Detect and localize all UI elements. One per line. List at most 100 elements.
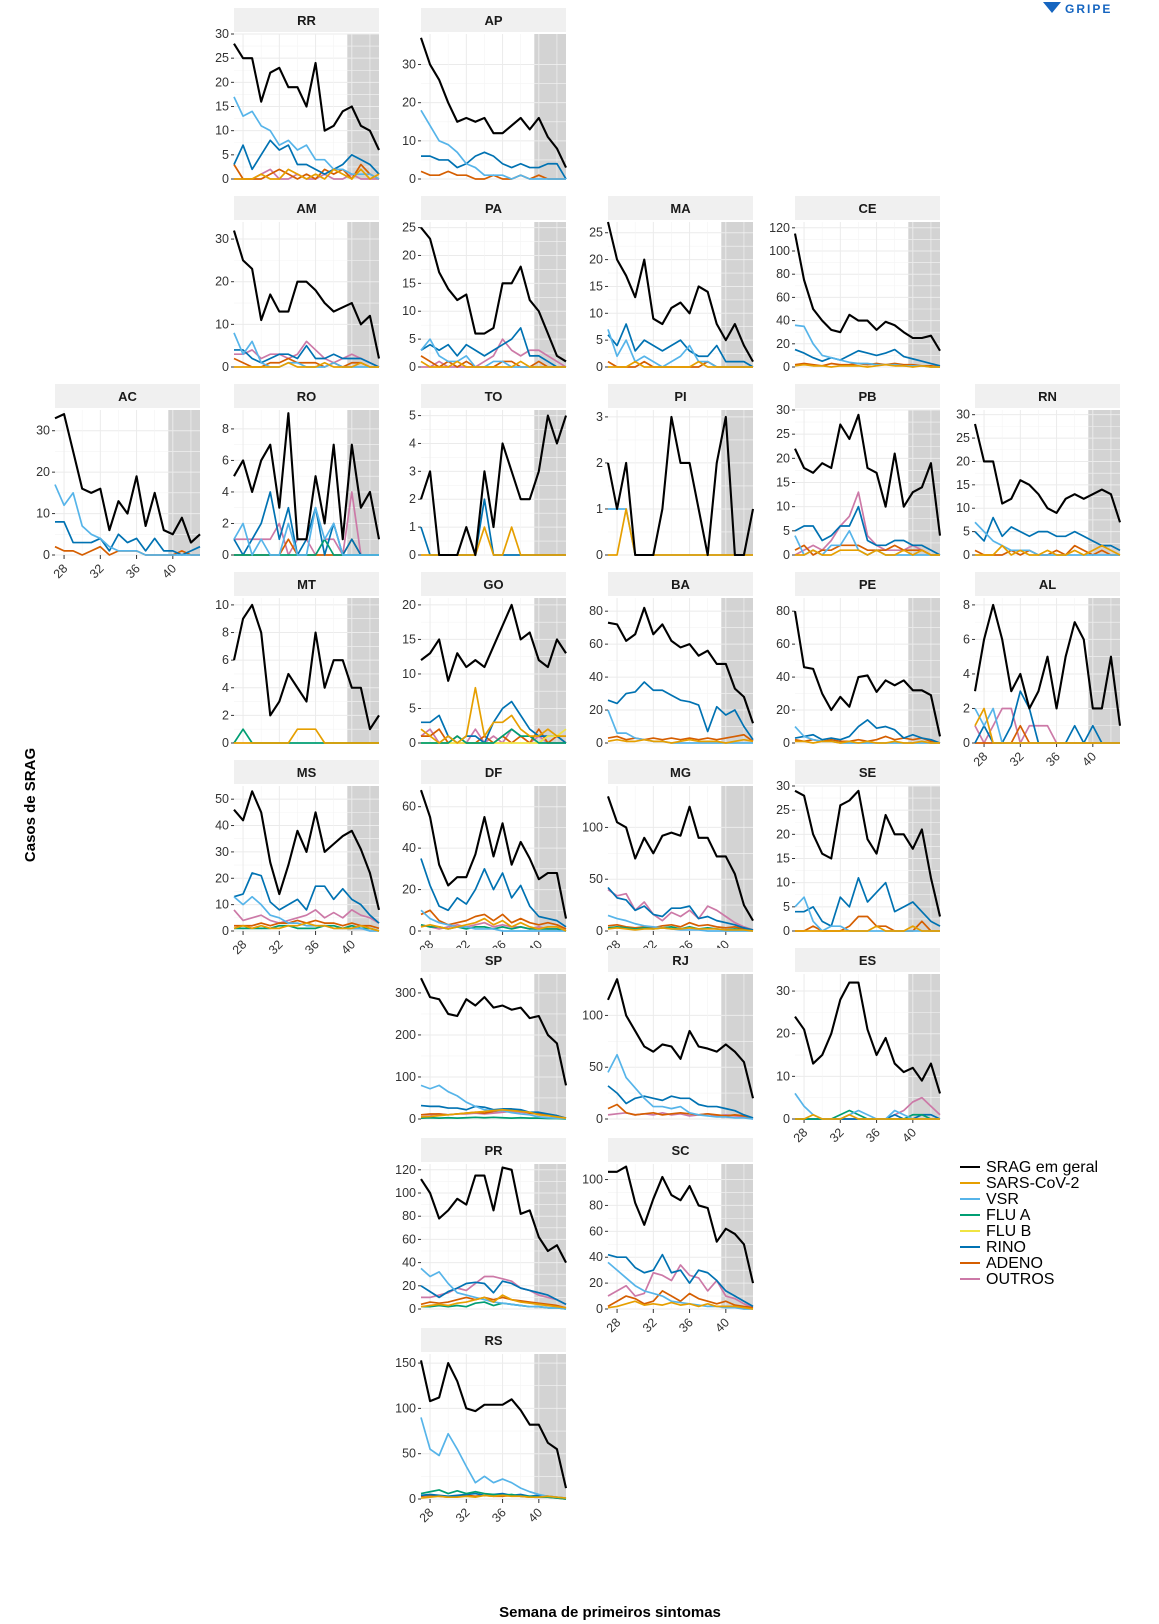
panel-title: AM <box>296 201 316 216</box>
y-tick-label: 20 <box>402 598 416 612</box>
y-tick-label: 6 <box>222 653 229 667</box>
series-line-srag-em-geral <box>606 221 754 363</box>
series-line-outros <box>607 888 754 931</box>
panel-title: RN <box>1038 389 1057 404</box>
panel-strip <box>795 948 940 972</box>
series-line-srag-em-geral <box>608 1165 755 1284</box>
series-line-flu-a <box>421 728 566 744</box>
series-line-vsr <box>607 1261 753 1310</box>
y-tick-label: 30 <box>776 984 790 998</box>
y-tick-label: 2 <box>222 516 229 530</box>
series-line-rino <box>420 327 566 368</box>
y-tick-label: 0 <box>409 172 416 186</box>
y-tick-label: 1 <box>596 502 603 516</box>
y-tick-label: 3 <box>409 464 416 478</box>
y-tick-label: 0 <box>596 736 603 750</box>
series-line-vsr <box>420 109 566 180</box>
series-line-sars-cov-2 <box>795 549 940 556</box>
y-tick-label: 8 <box>222 422 229 436</box>
panel-title: AL <box>1039 577 1056 592</box>
y-tick-label: 0 <box>596 924 603 938</box>
y-tick-label: 10 <box>776 876 790 890</box>
x-tick-label: 32 <box>453 1505 473 1525</box>
y-tick-label: 80 <box>402 1209 416 1223</box>
shaded-recent-weeks <box>347 410 379 555</box>
y-tick-label: 40 <box>776 314 790 328</box>
y-tick-label: 80 <box>589 1198 603 1212</box>
y-tick-label: 30 <box>215 845 229 859</box>
series-line-sars-cov-2 <box>974 707 1120 744</box>
y-tick-label: 2 <box>963 701 970 715</box>
series-line-vsr <box>974 521 1120 556</box>
y-tick-label: 200 <box>395 1028 416 1042</box>
panel-strip <box>795 760 940 784</box>
y-tick-label: 25 <box>776 427 790 441</box>
y-tick-label: 20 <box>402 883 416 897</box>
panel-strip <box>608 572 753 596</box>
panel-to: TO 0 1 2 3 4 5 <box>409 384 567 562</box>
y-tick-label: 20 <box>589 253 603 267</box>
y-tick-label: 25 <box>776 803 790 817</box>
panel-title: AC <box>118 389 137 404</box>
y-tick-label: 40 <box>402 841 416 855</box>
series-line-sars-cov-2 <box>420 686 566 744</box>
y-tick-label: 100 <box>395 1401 416 1415</box>
panel-ma: MA 0 5 10 15 20 25 <box>589 196 754 374</box>
series-line-srag-em-geral <box>794 789 942 917</box>
series-line-srag-em-geral <box>419 1360 568 1489</box>
x-tick-label: 36 <box>863 1125 883 1145</box>
shaded-recent-weeks <box>534 222 566 367</box>
y-tick-label: 80 <box>776 604 790 618</box>
x-tick-label: 36 <box>489 1505 509 1525</box>
y-tick-label: 6 <box>963 632 970 646</box>
series-line-srag-em-geral <box>233 43 380 151</box>
series-line-rino <box>607 1085 754 1119</box>
series-line-srag-em-geral <box>420 226 567 363</box>
series-line-srag-em-geral <box>420 977 568 1086</box>
y-tick-label: 10 <box>776 500 790 514</box>
series-line-sars-cov-2 <box>795 740 940 744</box>
series-line-rino <box>974 516 1121 552</box>
y-tick-label: 40 <box>589 1250 603 1264</box>
series-line-vsr <box>420 909 566 932</box>
x-tick-label: 32 <box>640 1315 660 1335</box>
y-tick-label: 5 <box>409 409 416 423</box>
panel-strip <box>608 384 753 408</box>
series-line-rino <box>607 1253 754 1308</box>
y-tick-label: 4 <box>963 667 970 681</box>
x-tick-label: 40 <box>525 1505 545 1525</box>
y-tick-label: 10 <box>215 124 229 138</box>
y-tick-label: 4 <box>222 485 229 499</box>
y-tick-label: 10 <box>215 898 229 912</box>
y-tick-label: 0 <box>409 1302 416 1316</box>
y-tick-label: 120 <box>769 221 790 235</box>
series-line-flu-a <box>420 1116 567 1120</box>
panel-title: PE <box>859 577 877 592</box>
panel-title: DF <box>485 765 502 780</box>
panel-ro: RO 0 2 4 6 8 <box>222 384 381 562</box>
y-tick-label: 20 <box>776 703 790 717</box>
series-line-rino <box>234 344 380 368</box>
x-tick-label: 28 <box>230 937 250 957</box>
shaded-recent-weeks <box>534 974 566 1119</box>
legend-label: SARS-CoV-2 <box>986 1175 1079 1192</box>
series-line-srag-em-geral <box>232 230 381 359</box>
series-line-adeno <box>607 1290 754 1309</box>
series-line-srag-em-geral <box>793 233 941 352</box>
legend-label: VSR <box>986 1191 1019 1208</box>
y-tick-label: 2 <box>409 492 416 506</box>
series-line-srag-em-geral <box>606 415 755 557</box>
y-tick-label: 0 <box>963 548 970 562</box>
panel-strip <box>795 572 940 596</box>
series-line-sars-cov-2 <box>420 1108 567 1120</box>
series-line-srag-em-geral <box>607 606 754 724</box>
panel-pb: PB 0 5 10 15 20 25 30 <box>776 384 942 562</box>
panel-strip <box>421 196 566 220</box>
series-line-adeno <box>420 1296 567 1309</box>
series-line-srag-em-geral <box>973 423 1121 523</box>
panel-title: PB <box>858 389 876 404</box>
series-line-sars-cov-2 <box>607 1300 754 1310</box>
y-tick-label: 150 <box>395 1356 416 1370</box>
series-line-srag-em-geral <box>54 413 201 544</box>
